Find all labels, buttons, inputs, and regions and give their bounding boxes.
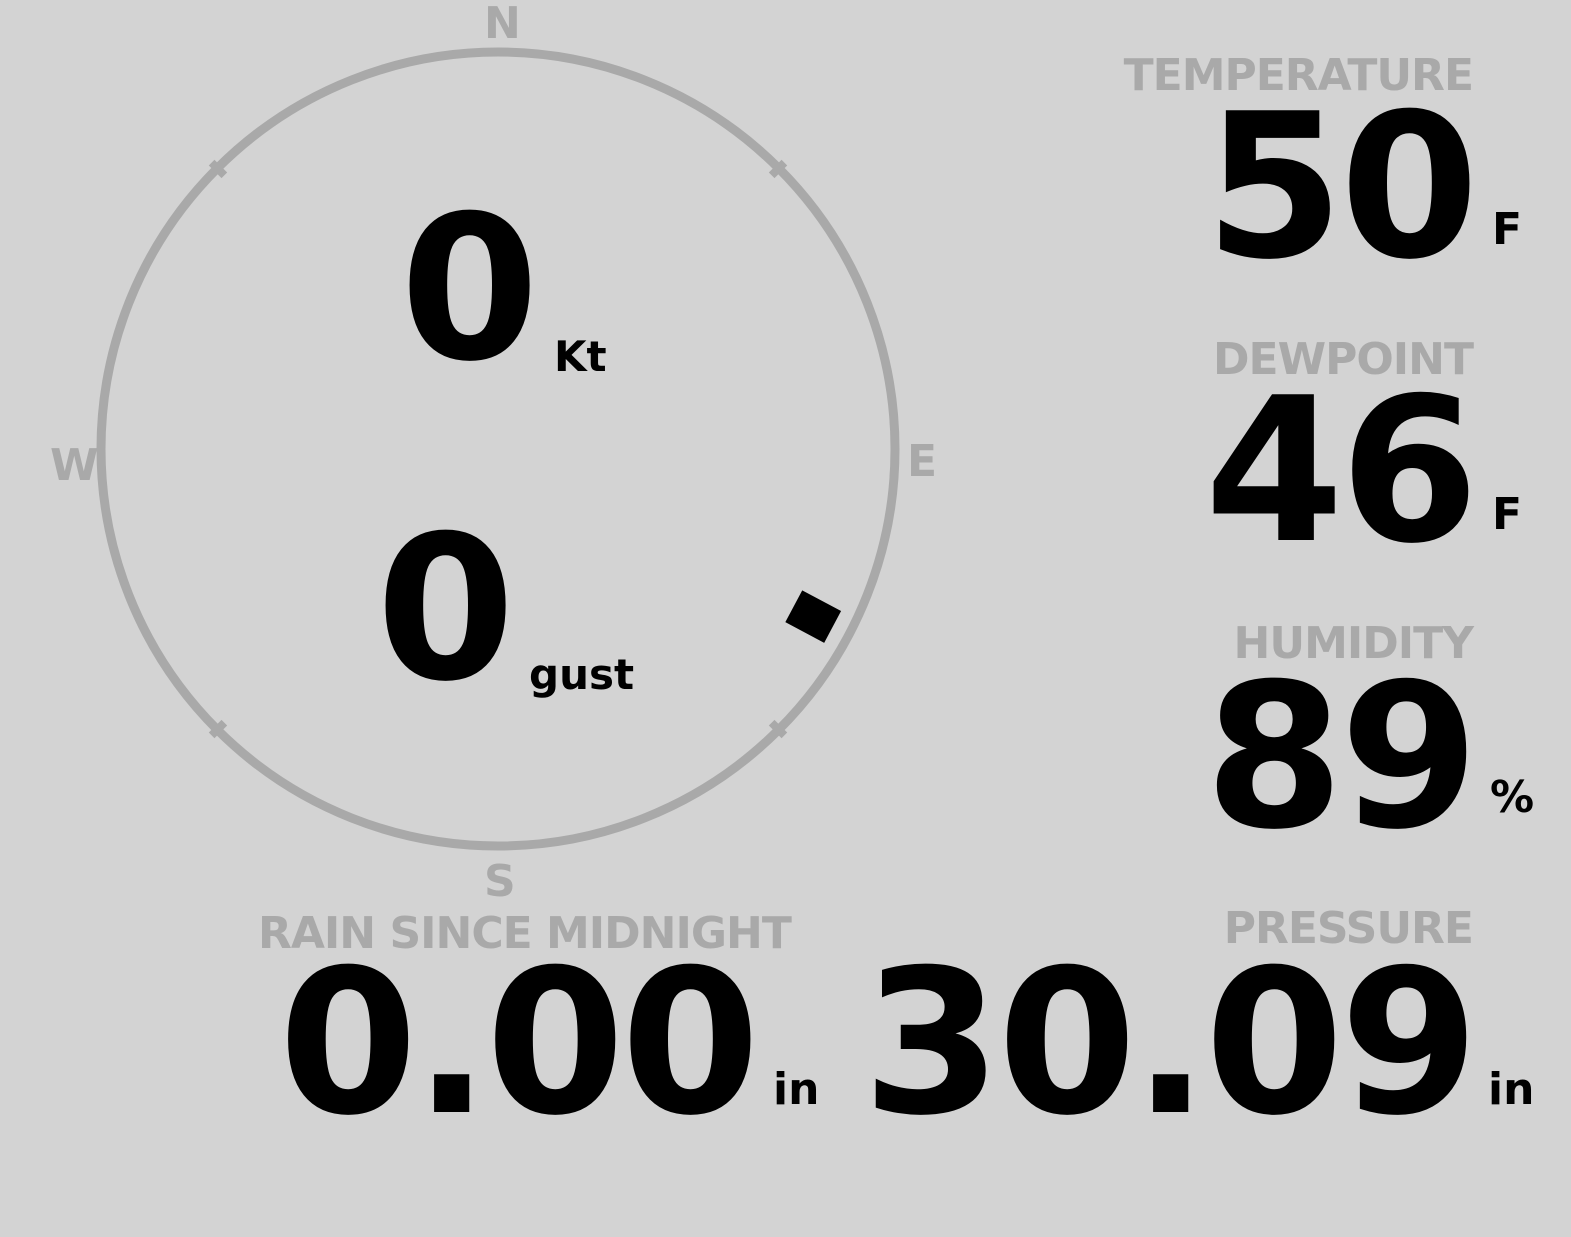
wind-gust-value: 0: [376, 493, 515, 726]
compass-dial: [96, 47, 900, 851]
compass-tick: [208, 719, 228, 739]
dewpoint-unit: F: [1492, 489, 1523, 540]
compass-tick: [208, 159, 228, 179]
pressure-label: PRESSURE: [1223, 903, 1474, 954]
humidity-unit: %: [1490, 772, 1535, 823]
rain-value: 0.00: [278, 927, 760, 1160]
dewpoint-label: DEWPOINT: [1213, 334, 1474, 385]
compass-ring: [96, 47, 900, 851]
humidity-label: HUMIDITY: [1233, 618, 1474, 669]
humidity-value: 89: [1204, 641, 1479, 874]
wind-gust-label: gust: [529, 650, 635, 699]
pressure-card: PRESSURE: [1223, 903, 1474, 954]
temperature-value: 50: [1204, 71, 1479, 304]
pressure-unit: in: [1488, 1064, 1535, 1115]
rain-label: RAIN SINCE MIDNIGHT: [258, 908, 792, 959]
compass-west: W: [50, 440, 99, 491]
rain-unit: in: [773, 1064, 820, 1115]
pressure-value: 30.09: [862, 927, 1479, 1160]
compass-tick: [768, 719, 788, 739]
temperature-label: TEMPERATURE: [1123, 50, 1474, 101]
humidity-card: HUMIDITY: [1233, 618, 1474, 669]
temperature-unit: F: [1492, 204, 1523, 255]
wind-direction-marker: [785, 590, 842, 643]
dewpoint-card: DEWPOINT: [1213, 334, 1474, 385]
compass-east: E: [907, 436, 938, 487]
compass-tick: [768, 159, 788, 179]
compass-north: N: [484, 0, 521, 49]
dewpoint-value: 46: [1204, 355, 1479, 588]
wind-speed-unit: Kt: [554, 332, 607, 381]
compass-south: S: [484, 856, 516, 907]
temperature-card: TEMPERATURE: [1123, 50, 1474, 101]
wind-speed-value: 0: [400, 173, 539, 406]
